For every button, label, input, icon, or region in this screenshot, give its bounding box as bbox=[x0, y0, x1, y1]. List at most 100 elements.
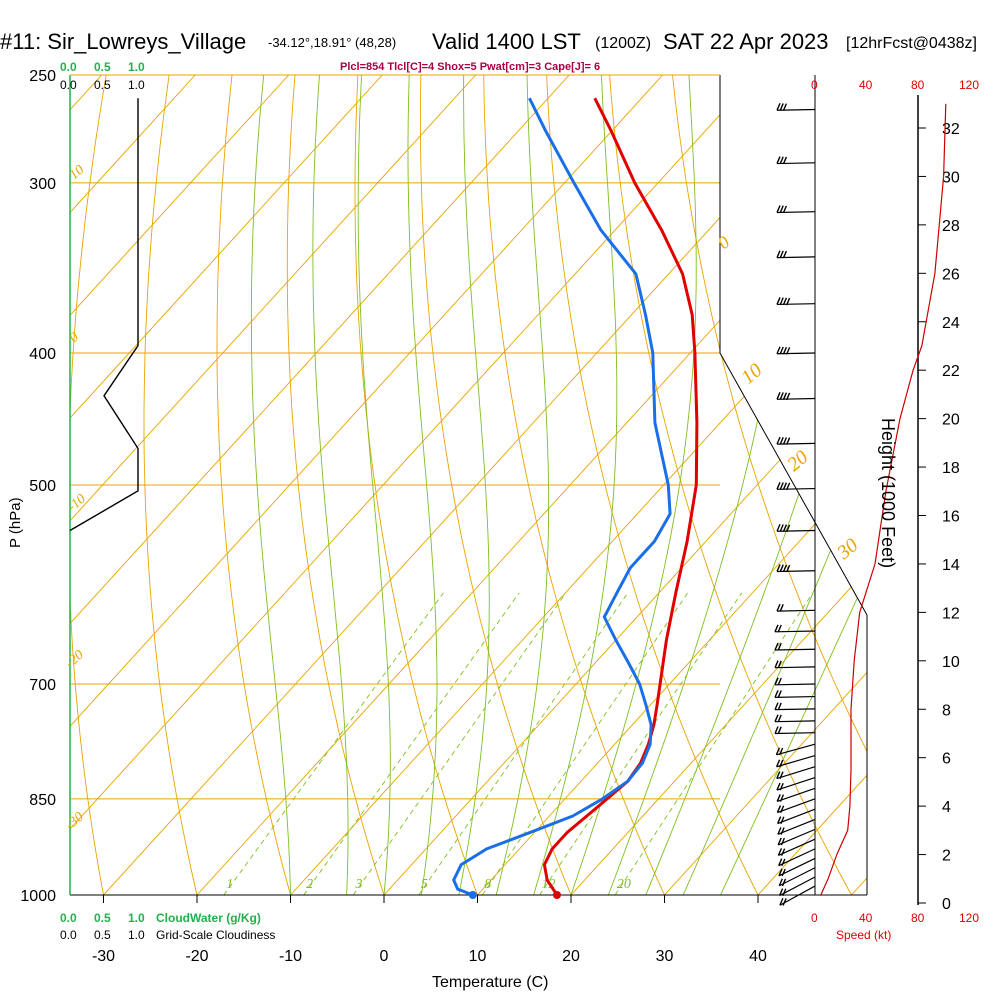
moist-adiabat bbox=[357, 75, 391, 895]
height-axis-title: Height (1000 Feet) bbox=[878, 418, 898, 568]
dry-adiabat bbox=[609, 75, 852, 895]
moist-adiabat bbox=[495, 75, 550, 895]
pressure-tick-label: 300 bbox=[29, 176, 56, 193]
cloud-top-label-2: 1.0 bbox=[128, 60, 145, 74]
mixing-ratio-line bbox=[223, 592, 444, 895]
wind-barb bbox=[776, 603, 816, 612]
wind-barb bbox=[776, 564, 816, 573]
dry-adiabat bbox=[143, 75, 198, 895]
cloudiness-bottom-label-1: 0.5 bbox=[94, 928, 111, 942]
wind-barb bbox=[778, 867, 816, 887]
height-tick-label: 18 bbox=[942, 460, 960, 477]
height-tick-label: 12 bbox=[942, 605, 960, 622]
isotherm-line bbox=[0, 75, 8, 895]
isotherm-label: 10 bbox=[737, 359, 766, 389]
wind-barb bbox=[776, 482, 816, 491]
moist-adiabat bbox=[250, 75, 291, 895]
mixing-ratio-label: 8 bbox=[484, 877, 491, 892]
isotherm-line bbox=[664, 75, 867, 895]
cloudiness-curve bbox=[69, 98, 139, 532]
y-axis-title: P (hPa) bbox=[7, 497, 24, 548]
forecast-date: SAT 22 Apr 2023 bbox=[663, 29, 829, 54]
height-tick-label: 32 bbox=[942, 121, 960, 138]
dry-adiabat bbox=[546, 75, 759, 895]
wind-barb bbox=[774, 690, 816, 698]
mixing-ratio-line bbox=[614, 592, 814, 895]
cloud-water-label: CloudWater (g/Kg) bbox=[156, 911, 261, 925]
x-axis-title: Temperature (C) bbox=[432, 974, 548, 991]
isotherm-label: 0 bbox=[714, 232, 734, 253]
moist-adiabat bbox=[458, 75, 490, 895]
height-tick-label: 2 bbox=[942, 848, 951, 865]
mixing-ratio-label: 20 bbox=[617, 877, 631, 892]
isotherm-line bbox=[70, 75, 196, 895]
height-tick-label: 4 bbox=[942, 799, 951, 816]
height-tick-label: 28 bbox=[942, 218, 960, 235]
temperature-tick-label: 40 bbox=[749, 948, 767, 965]
wind-barb bbox=[777, 828, 816, 846]
dry-adiabat bbox=[70, 75, 107, 895]
wind-barb bbox=[774, 677, 816, 686]
mixing-ratio-label: 5 bbox=[421, 877, 428, 892]
height-tick-label: 20 bbox=[942, 412, 960, 429]
wind-barb bbox=[776, 436, 816, 445]
speed-bottom-label-0: 0 bbox=[811, 911, 818, 925]
temperature-tick-label: 0 bbox=[380, 948, 389, 965]
wind-barbs bbox=[774, 102, 816, 906]
wind-barb bbox=[774, 624, 816, 633]
dry-adiabat bbox=[419, 75, 572, 895]
isotherm-line bbox=[851, 75, 867, 895]
wind-barb bbox=[776, 346, 816, 355]
station-title: #11: Sir_Lowreys_Village bbox=[0, 29, 246, 54]
cloud-bottom-label-2: 1.0 bbox=[128, 911, 145, 925]
mixing-ratio-line bbox=[418, 592, 629, 895]
speed-top-label-2: 80 bbox=[911, 78, 925, 92]
wind-barb bbox=[776, 102, 816, 111]
temperature-tick-label: -10 bbox=[279, 948, 302, 965]
pressure-tick-label: 250 bbox=[29, 68, 56, 85]
wind-barb bbox=[776, 392, 816, 401]
utc-time: (1200Z) bbox=[595, 35, 651, 52]
moist-adiabat bbox=[570, 75, 697, 895]
speed-bottom-label-1: 40 bbox=[859, 911, 873, 925]
temperature-curve bbox=[542, 97, 699, 896]
wind-barb bbox=[776, 250, 816, 259]
forecast-info: [12hrFcst@0438z] bbox=[846, 35, 977, 52]
isotherm-label: -30 bbox=[63, 810, 87, 833]
speed-top-label-0: 0 bbox=[811, 78, 818, 92]
wind-barb bbox=[774, 714, 816, 723]
wind-barb bbox=[776, 156, 816, 165]
cloud-bottom-label-1: 0.5 bbox=[94, 911, 111, 925]
wind-barb bbox=[775, 743, 816, 756]
isotherm-label: 30 bbox=[832, 534, 862, 564]
wind-barb bbox=[776, 766, 816, 780]
dry-adiabat bbox=[483, 75, 665, 895]
wind-barb bbox=[778, 857, 816, 877]
wind-barb bbox=[776, 777, 816, 791]
cloud-top-label-1: 0.5 bbox=[94, 60, 111, 74]
pressure-tick-label: 1000 bbox=[20, 888, 56, 905]
pressure-tick-label: 500 bbox=[29, 478, 56, 495]
wind-barb bbox=[775, 754, 816, 768]
isotherm-label: 20 bbox=[783, 446, 812, 476]
height-tick-label: 8 bbox=[942, 702, 951, 719]
dry-adiabat bbox=[797, 75, 867, 895]
moist-adiabat bbox=[533, 75, 618, 895]
moist-adiabat bbox=[407, 75, 438, 895]
height-tick-label: 0 bbox=[942, 896, 951, 913]
dry-adiabat bbox=[216, 75, 291, 895]
dry-adiabat bbox=[354, 75, 478, 895]
moist-adiabat bbox=[312, 75, 349, 895]
cloudiness-top-label-1: 0.5 bbox=[94, 78, 111, 92]
cloud-top-label-0: 0.0 bbox=[60, 60, 77, 74]
mixing-ratio-label: 2 bbox=[306, 877, 313, 892]
dewpoint-curve bbox=[452, 97, 672, 897]
height-tick-label: 24 bbox=[942, 315, 960, 332]
pressure-tick-label: 850 bbox=[29, 792, 56, 809]
height-tick-label: 16 bbox=[942, 509, 960, 526]
isotherm-label: -20 bbox=[63, 648, 87, 671]
isotherm-line bbox=[70, 75, 383, 895]
wind-barb bbox=[776, 524, 816, 533]
wind-barb bbox=[777, 808, 816, 825]
